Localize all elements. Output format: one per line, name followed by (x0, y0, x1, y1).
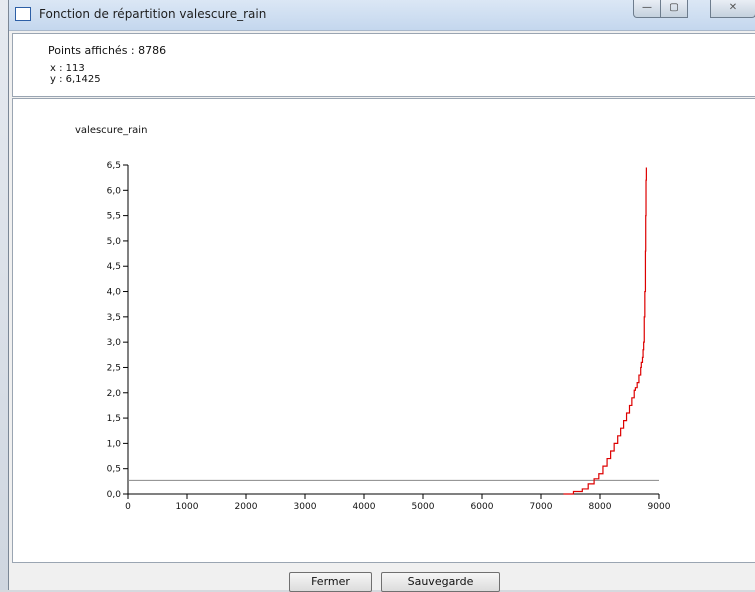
info-panel: Points affichés : 8786 x : 113 y : 6,142… (12, 33, 755, 97)
save-button[interactable]: Sauvegarde (381, 572, 500, 592)
cursor-x-readout: x : 113 (50, 63, 85, 74)
y-tick-label: 0,5 (107, 465, 121, 475)
maximize-button[interactable]: ▢ (660, 0, 688, 18)
y-tick-label: 4,5 (107, 262, 121, 272)
y-tick-label: 5,0 (107, 237, 122, 247)
distribution-window: Fonction de répartition valescure_rain —… (8, 0, 755, 592)
app-icon (15, 7, 31, 21)
x-tick-label: 5000 (412, 502, 435, 512)
y-tick-label: 1,5 (107, 414, 121, 424)
y-axis-title: valescure_rain (75, 125, 147, 136)
title-bar[interactable]: Fonction de répartition valescure_rain —… (9, 0, 755, 31)
x-tick-label: 6000 (471, 502, 494, 512)
x-tick-label: 0 (125, 502, 131, 512)
minimize-button[interactable]: — (633, 0, 661, 18)
x-tick-label: 4000 (353, 502, 376, 512)
x-tick-label: 8000 (589, 502, 612, 512)
y-tick-label: 6,5 (107, 161, 121, 171)
x-tick-label: 2000 (235, 502, 258, 512)
window-title: Fonction de répartition valescure_rain (39, 7, 267, 21)
y-tick-label: 0,0 (107, 490, 122, 500)
y-tick-label: 1,0 (107, 439, 122, 449)
y-tick-label: 6,0 (107, 186, 122, 196)
close-button[interactable]: Fermer (289, 572, 372, 592)
x-tick-label: 7000 (530, 502, 553, 512)
y-tick-label: 3,5 (107, 313, 121, 323)
x-tick-label: 9000 (648, 502, 671, 512)
y-tick-label: 2,5 (107, 363, 121, 373)
y-tick-label: 5,5 (107, 212, 121, 222)
y-tick-label: 4,0 (107, 288, 122, 298)
y-tick-label: 2,0 (107, 389, 122, 399)
x-tick-label: 3000 (294, 502, 317, 512)
desktop-edge (0, 0, 9, 590)
chart-panel[interactable]: valescure_rain 0,0 0,5 1,0 1,5 2,0 2,5 3,0 3,5 4… (12, 98, 755, 563)
distribution-chart[interactable]: valescure_rain 0,0 0,5 1,0 1,5 2,0 2,5 3,0 3,5 4… (13, 99, 755, 562)
button-bar: Fermer Sauvegarde (9, 565, 755, 592)
cursor-y-readout: y : 6,1425 (50, 74, 101, 85)
y-tick-label: 3,0 (107, 338, 122, 348)
close-window-button[interactable]: ✕ (710, 0, 755, 18)
series-line (563, 167, 647, 495)
points-count: Points affichés : 8786 (48, 44, 167, 57)
x-tick-label: 1000 (176, 502, 199, 512)
